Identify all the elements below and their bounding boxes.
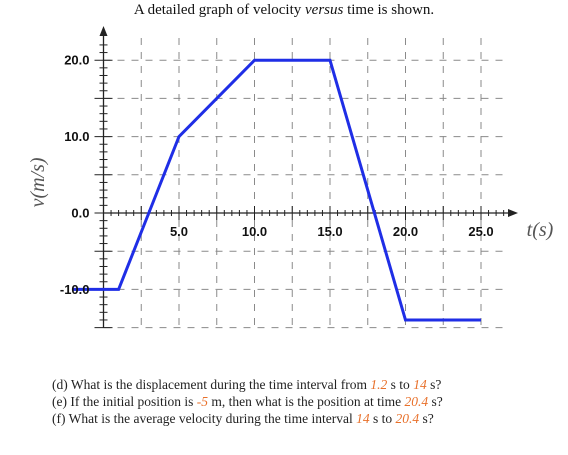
question-value: 1.2: [370, 377, 388, 392]
question-text: s?: [426, 377, 442, 392]
x-axis-label: t(s): [527, 219, 554, 241]
caption-post: time is shown.: [343, 2, 435, 18]
y-axis-label: v(m/s): [27, 157, 49, 207]
question-value: 14: [413, 377, 427, 392]
y-tick-label: -10.0: [60, 282, 90, 297]
question-list: (d) What is the displacement during the …: [52, 376, 443, 427]
caption-pre: A detailed graph of velocity: [133, 2, 306, 18]
question-label: (e): [52, 394, 71, 409]
question-text: What is the average velocity during the …: [68, 411, 357, 426]
ticks: [94, 44, 505, 329]
x-tick-label: 25.0: [468, 224, 493, 239]
question-text: s to: [387, 377, 414, 392]
question-label: (f): [52, 411, 69, 426]
question-label: (d): [52, 377, 71, 392]
velocity-time-chart: 20.0 10.0 0.0 -10.0 5.0 10.0 15.0 20.0 25.0 t(s) v…: [27, 26, 554, 329]
question-item: (d) What is the displacement during the …: [52, 376, 443, 393]
caption-emph: versus: [305, 2, 344, 18]
x-tick-label: 15.0: [317, 224, 342, 239]
question-item: (e) If the initial position is -5 m, the…: [52, 393, 443, 410]
question-text: s?: [428, 394, 443, 409]
x-tick-label: 20.0: [393, 224, 418, 239]
question-text: What is the displacement during the time…: [70, 377, 371, 392]
labels: 20.0 10.0 0.0 -10.0 5.0 10.0 15.0 20.0 25.0 t(s) v…: [27, 53, 554, 297]
x-tick-label: 5.0: [170, 224, 188, 239]
x-axis-arrow: [508, 209, 518, 217]
question-text: m, then what is the position at time: [207, 394, 405, 409]
x-tick-label: 10.0: [242, 224, 267, 239]
question-value: 20.4: [395, 411, 420, 426]
question-text: s to: [369, 411, 396, 426]
question-value: 14: [356, 411, 370, 426]
question-value: 20.4: [404, 394, 429, 409]
question-text: s?: [419, 411, 434, 426]
question-item: (f) What is the average velocity during …: [52, 410, 443, 427]
question-value: -5: [196, 394, 208, 409]
y-axis-arrow: [99, 26, 108, 36]
velocity-series-line: [73, 58, 481, 322]
chart-caption: A detailed graph of velocity versus time…: [0, 2, 568, 19]
grid: [103, 38, 508, 329]
series: [73, 58, 481, 322]
y-tick-label: 0.0: [71, 206, 89, 221]
question-text: If the initial position is: [70, 394, 197, 409]
y-tick-label: 20.0: [64, 53, 89, 68]
y-tick-label: 10.0: [64, 129, 89, 144]
